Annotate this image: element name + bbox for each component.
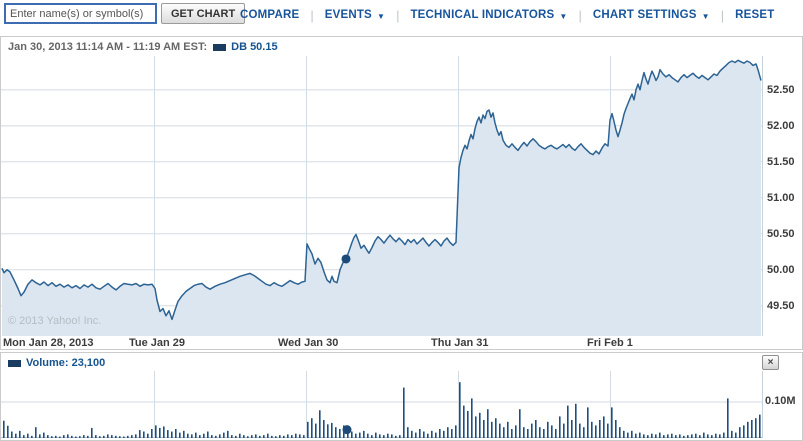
price-x-label: Fri Feb 1 (587, 337, 633, 349)
menu-separator: | (310, 7, 314, 23)
chart-toolbar: GET CHART COMPARE | EVENTS▼ | TECHNICAL INDI… (0, 0, 803, 32)
price-y-tick: 50.50 (767, 227, 795, 240)
price-plot-area[interactable]: © 2013 Yahoo! Inc. (1, 56, 763, 336)
price-y-tick: 50.00 (767, 263, 795, 276)
get-chart-button[interactable]: GET CHART (161, 3, 246, 24)
menu-item-reset[interactable]: RESET (735, 9, 775, 21)
volume-chart-header: Volume: 23,100 (8, 357, 105, 369)
menu-separator: | (578, 7, 582, 23)
menu-separator: | (396, 7, 400, 23)
price-x-label: Thu Jan 31 (431, 337, 489, 349)
price-y-tick: 51.00 (767, 191, 795, 204)
volume-y-tick: 0.10M (765, 395, 796, 407)
toolbar-menu: COMPARE | EVENTS ▼ | TECHNICAL INDICATORS ▼ | CH… (240, 0, 775, 30)
price-x-label: Wed Jan 30 (278, 337, 339, 349)
series-swatch-icon (213, 43, 227, 51)
price-legend: DB 50.15 (231, 41, 278, 53)
price-chart-header: Jan 30, 2013 11:14 AM - 11:19 AM EST: DB… (8, 41, 278, 53)
volume-plot-area[interactable] (1, 371, 763, 438)
chevron-down-icon: ▼ (559, 11, 568, 21)
menu-item-compare[interactable]: COMPARE (240, 9, 300, 21)
volume-bar-chart (1, 371, 762, 438)
volume-chart-widget: Volume: 23,100 × 0.10M (0, 352, 803, 441)
menu-item-events[interactable]: EVENTS ▼ (324, 9, 386, 21)
yahoo-watermark: © 2013 Yahoo! Inc. (8, 315, 102, 327)
price-line-chart (1, 56, 762, 336)
price-y-tick: 51.50 (767, 155, 795, 168)
chevron-down-icon: ▼ (376, 11, 386, 21)
price-x-label: Mon Jan 28, 2013 (3, 337, 94, 349)
menu-item-technical-indicators[interactable]: TECHNICAL INDICATORS ▼ (410, 9, 568, 21)
volume-swatch-icon (8, 359, 21, 367)
menu-separator: | (720, 7, 725, 23)
price-x-label: Tue Jan 29 (129, 337, 186, 349)
symbol-search-input[interactable] (4, 3, 157, 24)
price-y-tick: 52.50 (767, 83, 795, 96)
price-chart-widget: Jan 30, 2013 11:14 AM - 11:19 AM EST: DB… (0, 36, 803, 350)
menu-item-chart-settings[interactable]: CHART SETTINGS ▼ (592, 9, 710, 21)
close-volume-button[interactable]: × (762, 355, 779, 370)
price-y-tick: 52.00 (767, 119, 795, 132)
volume-legend: Volume: 23,100 (26, 357, 106, 369)
price-y-tick: 49.50 (767, 299, 795, 312)
selected-range-label: Jan 30, 2013 11:14 AM - 11:19 AM EST: (8, 41, 208, 53)
chevron-down-icon: ▼ (701, 11, 710, 21)
